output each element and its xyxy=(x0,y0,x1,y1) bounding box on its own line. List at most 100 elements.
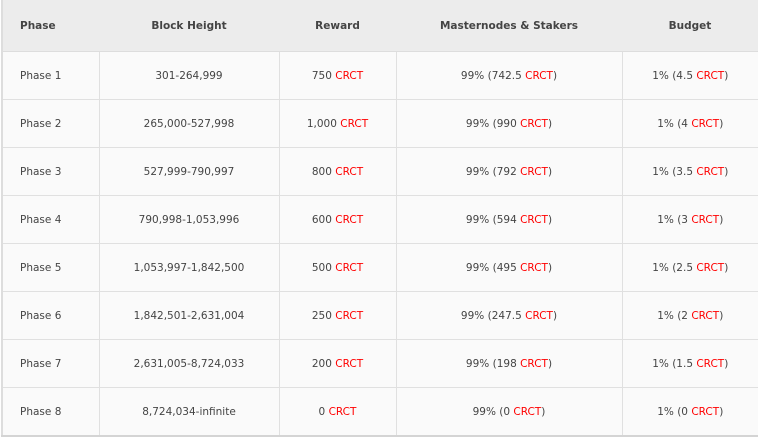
header-masternodes-stakers: Masternodes & Stakers xyxy=(396,0,622,52)
budget-amount: 3 xyxy=(681,213,688,226)
budget-amount: 3.5 xyxy=(676,165,693,178)
unit-label: CRCT xyxy=(696,69,725,82)
masternodes-amount: 990 xyxy=(496,117,517,130)
unit-label: CRCT xyxy=(696,261,725,274)
unit-label: CRCT xyxy=(691,309,720,322)
masternodes-percent: 99% xyxy=(465,117,490,130)
masternodes-amount: 594 xyxy=(496,213,517,226)
unit-label: CRCT xyxy=(696,165,725,178)
cell-phase: Phase 1 xyxy=(2,51,100,100)
phase-label: Phase 2 xyxy=(20,117,62,130)
phase-label: Phase 4 xyxy=(20,213,62,226)
reward-amount: 750 xyxy=(311,69,332,82)
block-height: 527,999-790,997 xyxy=(143,165,235,178)
block-height: 2,631,005-8,724,033 xyxy=(133,357,245,370)
cell-masternodes: 99% (0 CRCT) xyxy=(395,387,623,437)
block-height: 8,724,034-infinite xyxy=(142,405,236,418)
table-row: Phase 2 265,000-527,998 1,000 CRCT 99% (990… xyxy=(2,99,758,148)
unit-label: CRCT xyxy=(520,117,548,130)
budget-amount: 2.5 xyxy=(676,261,693,274)
header-phase: Phase xyxy=(2,0,99,52)
budget-percent: 1% xyxy=(657,405,674,418)
block-height: 1,842,501-2,631,004 xyxy=(133,309,245,322)
header-budget: Budget xyxy=(622,0,758,52)
masternodes-amount: 495 xyxy=(496,261,517,274)
budget-percent: 1% xyxy=(652,357,669,370)
masternodes-percent: 99% xyxy=(465,261,490,274)
cell-block-height: 265,000-527,998 xyxy=(98,99,280,148)
cell-masternodes: 99% (742.5 CRCT) xyxy=(395,51,623,100)
masternodes-percent: 99% xyxy=(465,357,490,370)
cell-masternodes: 99% (792 CRCT) xyxy=(395,147,623,196)
masternodes-percent: 99% xyxy=(465,165,490,178)
unit-label: CRCT xyxy=(335,261,364,274)
table-row: Phase 6 1,842,501-2,631,004 250 CRCT 99% (2… xyxy=(2,291,758,340)
masternodes-amount: 247.5 xyxy=(491,309,522,322)
masternodes-amount: 0 xyxy=(503,405,511,418)
cell-masternodes: 99% (495 CRCT) xyxy=(395,243,623,292)
unit-label: CRCT xyxy=(328,405,357,418)
unit-label: CRCT xyxy=(691,213,720,226)
cell-budget: 1% (3 CRCT) xyxy=(621,195,758,244)
phase-label: Phase 1 xyxy=(20,69,62,82)
masternodes-amount: 742.5 xyxy=(491,69,522,82)
budget-amount: 4.5 xyxy=(676,69,693,82)
budget-amount: 0 xyxy=(681,405,688,418)
reward-amount: 500 xyxy=(311,261,332,274)
table-row: Phase 7 2,631,005-8,724,033 200 CRCT 99% (1… xyxy=(2,339,758,388)
unit-label: CRCT xyxy=(520,165,548,178)
cell-reward: 500 CRCT xyxy=(278,243,397,292)
cell-budget: 1% (2 CRCT) xyxy=(621,291,758,340)
cell-block-height: 1,842,501-2,631,004 xyxy=(98,291,280,340)
budget-amount: 2 xyxy=(681,309,688,322)
budget-amount: 4 xyxy=(681,117,688,130)
cell-block-height: 790,998-1,053,996 xyxy=(98,195,280,244)
phase-label: Phase 6 xyxy=(20,309,62,322)
unit-label: CRCT xyxy=(691,117,720,130)
cell-phase: Phase 4 xyxy=(2,195,100,244)
cell-masternodes: 99% (990 CRCT) xyxy=(395,99,623,148)
masternodes-amount: 198 xyxy=(496,357,517,370)
unit-label: CRCT xyxy=(525,69,553,82)
budget-percent: 1% xyxy=(652,261,669,274)
unit-label: CRCT xyxy=(335,165,364,178)
cell-phase: Phase 6 xyxy=(2,291,100,340)
masternodes-percent: 99% xyxy=(472,405,496,418)
reward-amount: 800 xyxy=(311,165,332,178)
unit-label: CRCT xyxy=(340,117,369,130)
cell-phase: Phase 7 xyxy=(2,339,100,388)
cell-budget: 1% (1.5 CRCT) xyxy=(621,339,758,388)
unit-label: CRCT xyxy=(696,357,725,370)
cell-budget: 1% (3.5 CRCT) xyxy=(621,147,758,196)
cell-budget: 1% (0 CRCT) xyxy=(621,387,758,437)
cell-phase: Phase 8 xyxy=(2,387,100,437)
masternodes-percent: 99% xyxy=(460,309,485,322)
cell-block-height: 527,999-790,997 xyxy=(98,147,280,196)
table-row: Phase 4 790,998-1,053,996 600 CRCT 99% (594… xyxy=(2,195,758,244)
block-height: 301-264,999 xyxy=(155,69,223,82)
table-row: Phase 1 301-264,999 750 CRCT 99% (742.5 CRC… xyxy=(2,51,758,100)
cell-budget: 1% (4 CRCT) xyxy=(621,99,758,148)
cell-reward: 1,000 CRCT xyxy=(278,99,397,148)
cell-budget: 1% (2.5 CRCT) xyxy=(621,243,758,292)
unit-label: CRCT xyxy=(335,357,364,370)
unit-label: CRCT xyxy=(520,213,548,226)
block-height: 1,053,997-1,842,500 xyxy=(133,261,245,274)
header-row: Phase Block Height Reward Masternodes & … xyxy=(2,0,758,52)
masternodes-amount: 792 xyxy=(496,165,517,178)
cell-block-height: 301-264,999 xyxy=(98,51,280,100)
cell-reward: 800 CRCT xyxy=(278,147,397,196)
cell-block-height: 1,053,997-1,842,500 xyxy=(98,243,280,292)
table-row: Phase 8 8,724,034-infinite 0 CRCT 99% (0 CR… xyxy=(2,387,758,437)
budget-percent: 1% xyxy=(657,213,674,226)
header-reward: Reward xyxy=(279,0,396,52)
block-height: 265,000-527,998 xyxy=(143,117,235,130)
cell-phase: Phase 2 xyxy=(2,99,100,148)
budget-percent: 1% xyxy=(652,165,669,178)
reward-amount: 200 xyxy=(311,357,332,370)
reward-amount: 1,000 xyxy=(306,117,337,130)
phase-label: Phase 8 xyxy=(20,405,62,418)
reward-amount: 600 xyxy=(311,213,332,226)
unit-label: CRCT xyxy=(691,405,720,418)
header-block-height: Block Height xyxy=(99,0,279,52)
